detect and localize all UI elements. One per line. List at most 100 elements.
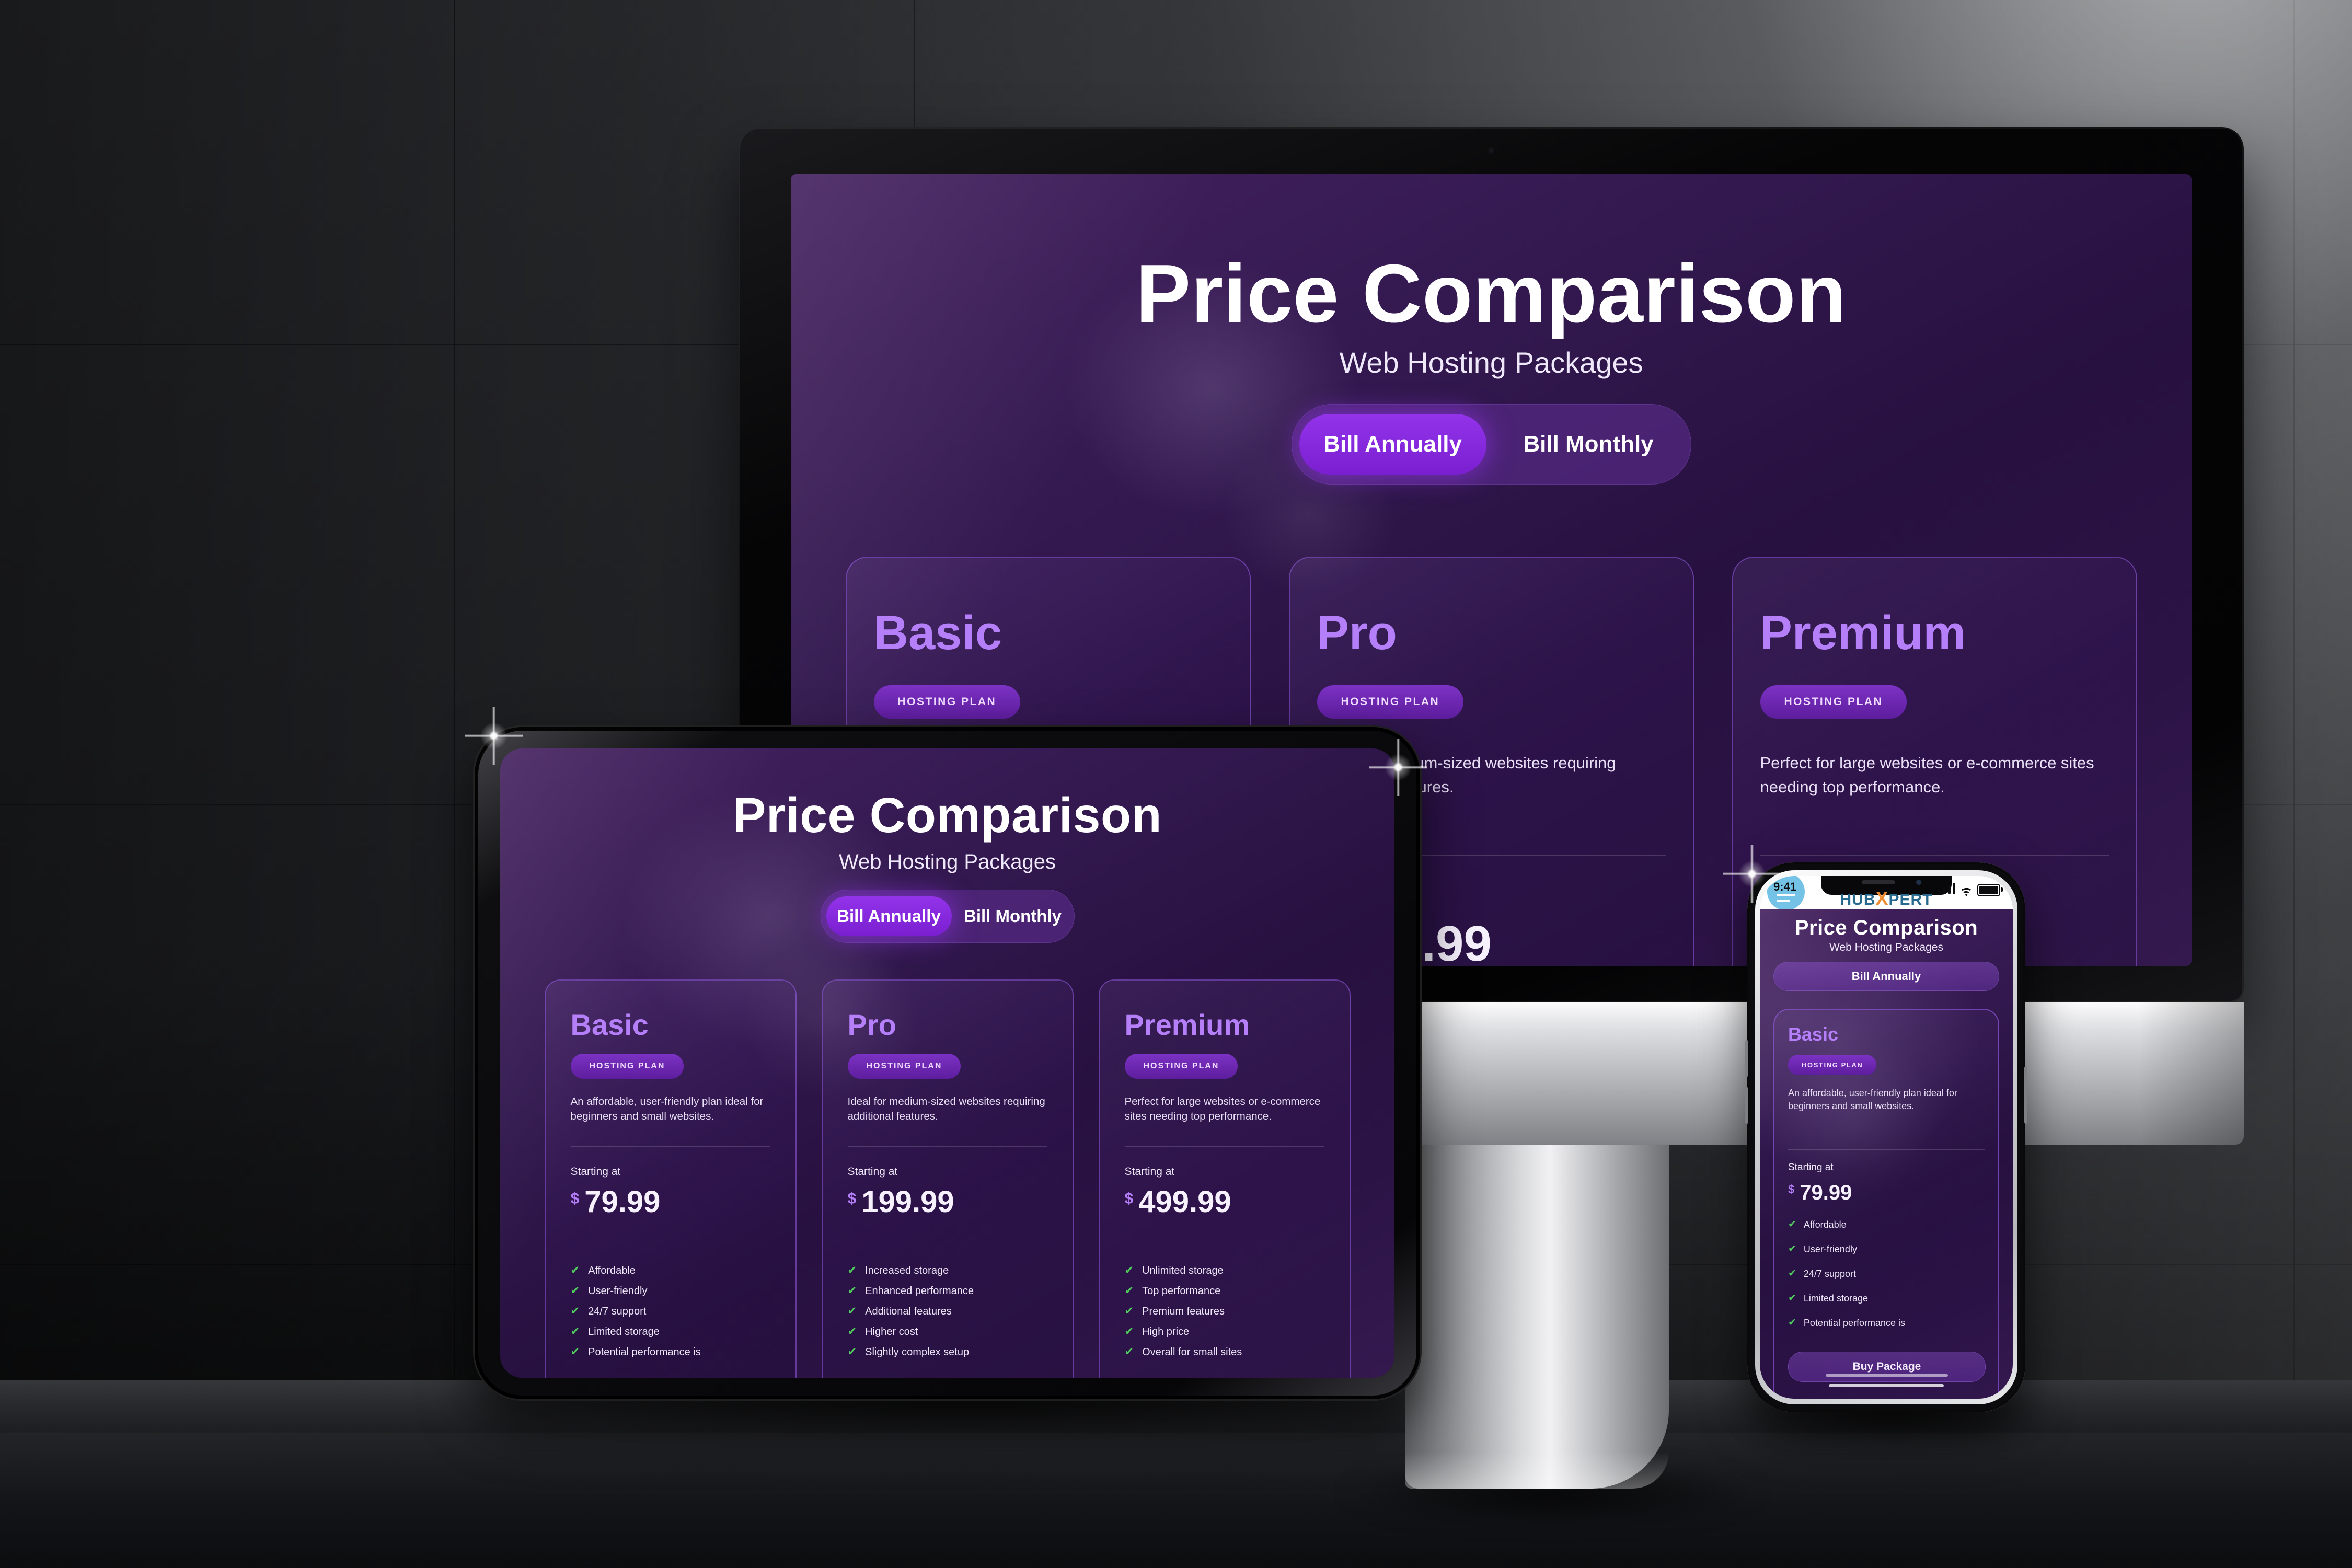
- speaker-icon: [1862, 880, 1895, 884]
- starting-at-label: Starting at: [847, 1166, 898, 1178]
- feature-item: ✔ Limited storage: [1788, 1293, 1985, 1304]
- plan-description: An affordable, user-friendly plan ideal …: [1788, 1088, 1957, 1111]
- plan-name: Premium: [1760, 606, 1966, 660]
- check-icon: ✔: [847, 1346, 857, 1358]
- feature-item: ✔ Slightly complex setup: [847, 1346, 1047, 1358]
- page-title: Price Comparison: [1135, 248, 1847, 340]
- feature-item: ✔ Higher cost: [847, 1325, 1047, 1338]
- plan-description: Perfect for large websites or e-commerce…: [1124, 1096, 1321, 1122]
- feature-label: Additional features: [865, 1306, 952, 1317]
- feature-label: Higher cost: [865, 1326, 918, 1338]
- feature-item: ✔ User-friendly: [1788, 1244, 1985, 1254]
- plan-card-basic: Basic HOSTING PLAN An affordable, user-f…: [544, 979, 797, 1378]
- page-subtitle: Web Hosting Packages: [1339, 346, 1643, 379]
- page-title: Price Comparison: [1794, 916, 1978, 939]
- plan-price: $79.99: [571, 1186, 770, 1218]
- feature-item: ✔ Enhanced performance: [847, 1285, 1047, 1297]
- hosting-plan-badge: HOSTING PLAN: [1760, 685, 1907, 719]
- tablet: Price Comparison Web Hosting Packages Bi…: [473, 725, 1422, 1401]
- plan-name: Pro: [847, 1008, 896, 1041]
- feature-label: Enhanced performance: [865, 1285, 974, 1297]
- brand-logo: HUBXPERT: [1760, 887, 2013, 909]
- feature-item: ✔ Increased storage: [848, 1265, 1047, 1276]
- hosting-plan-badge: HOSTING PLAN: [1124, 1054, 1238, 1079]
- plan-description: Ideal for medium-sized websites requirin…: [847, 1096, 1045, 1122]
- feature-item: ✔ High price: [1125, 1326, 1324, 1337]
- toggle-bill-monthly[interactable]: Bill Monthly: [964, 906, 1062, 926]
- check-icon: ✔: [847, 1305, 857, 1317]
- check-icon: ✔: [1124, 1285, 1134, 1297]
- price-value: 79.99: [584, 1185, 661, 1219]
- feature-item: ✔ Overall for small sites: [1125, 1346, 1324, 1358]
- logo-text: HUB: [1840, 891, 1876, 908]
- billing-toggle: Bill Annually Bill Monthly: [820, 890, 1075, 943]
- check-icon: ✔: [570, 1346, 580, 1358]
- starting-at-label: Starting at: [570, 1166, 621, 1178]
- battery-icon: [1977, 884, 2003, 896]
- check-icon: ✔: [570, 1325, 580, 1338]
- check-icon: ✔: [570, 1264, 580, 1276]
- plan-card-premium: Premium HOSTING PLAN Perfect for large w…: [1098, 979, 1351, 1378]
- plan-name: Pro: [1317, 606, 1397, 660]
- currency-symbol: $: [570, 1190, 580, 1207]
- monitor-stand: [1405, 1144, 1669, 1489]
- toggle-bill-annually[interactable]: Bill Annually: [826, 896, 952, 936]
- plan-card-basic: Basic HOSTING PLAN An affordable, user-f…: [1773, 1009, 1999, 1399]
- plan-name: Premium: [1124, 1008, 1250, 1041]
- page-subtitle: Web Hosting Packages: [838, 850, 1056, 873]
- feature-item: ✔ Limited storage: [570, 1325, 770, 1338]
- currency-symbol: $: [847, 1190, 857, 1207]
- hosting-plan-badge: HOSTING PLAN: [1788, 1055, 1877, 1075]
- feature-item: ✔ Additional features: [848, 1306, 1047, 1317]
- feature-label: Potential performance is: [1803, 1318, 1906, 1328]
- plan-name: Basic: [570, 1008, 649, 1041]
- feature-label: Potential performance is: [588, 1346, 701, 1358]
- feature-label: Slightly complex setup: [865, 1346, 970, 1358]
- check-icon: ✔: [847, 1325, 857, 1338]
- price-value: 499.99: [1138, 1185, 1231, 1219]
- divider: [1788, 1149, 1985, 1150]
- home-indicator[interactable]: [1829, 1384, 1944, 1387]
- feature-label: Increased storage: [865, 1265, 949, 1276]
- power-button: [2024, 1066, 2027, 1124]
- plan-name: Basic: [873, 606, 1002, 660]
- volume-button: [1745, 1040, 1748, 1077]
- toggle-bill-monthly[interactable]: Bill Monthly: [1523, 431, 1654, 457]
- price-value: 79.99: [1800, 1181, 1852, 1204]
- check-icon: ✔: [1124, 1264, 1134, 1276]
- divider: [847, 1146, 1047, 1147]
- buy-package-button[interactable]: Buy Package: [1788, 1352, 1986, 1382]
- toggle-bill-annually[interactable]: Bill Annually: [1773, 962, 1999, 991]
- plan-name: Basic: [1788, 1023, 1839, 1045]
- feature-label: User-friendly: [588, 1285, 648, 1297]
- feature-item: ✔ User-friendly: [570, 1285, 770, 1297]
- hosting-plan-badge: HOSTING PLAN: [873, 685, 1021, 719]
- camera-icon: [1916, 880, 1921, 885]
- check-icon: ✔: [570, 1285, 580, 1297]
- check-icon: ✔: [1788, 1268, 1796, 1279]
- feature-label: Top performance: [1142, 1285, 1221, 1297]
- plan-price: $79.99: [1788, 1180, 1985, 1205]
- divider: [1760, 855, 2109, 856]
- webcam-icon: [1488, 147, 1495, 154]
- feature-item: ✔ Potential performance is: [570, 1346, 770, 1358]
- billing-toggle: Bill Annually Bill Monthly: [1291, 404, 1691, 485]
- page-title: Price Comparison: [732, 788, 1162, 843]
- feature-label: 24/7 support: [1803, 1269, 1856, 1279]
- currency-symbol: $: [1124, 1190, 1134, 1207]
- phone-screen: 9:41 HUBXPERT Price Comparison Web Hosti…: [1760, 876, 2013, 1399]
- feature-label: Affordable: [1803, 1219, 1847, 1230]
- feature-list: ✔ Unlimited storage ✔ Top performance ✔ Pre…: [1125, 1265, 1324, 1357]
- button-underline: [1826, 1374, 1948, 1377]
- check-icon: ✔: [847, 1285, 857, 1297]
- check-icon: ✔: [1788, 1293, 1796, 1304]
- feature-item: ✔ Unlimited storage: [1125, 1265, 1324, 1276]
- check-icon: ✔: [1788, 1243, 1796, 1254]
- feature-list: ✔ Affordable ✔ User-friendly ✔ 24/7 support…: [571, 1265, 770, 1357]
- feature-label: Limited storage: [1803, 1293, 1868, 1304]
- feature-label: Overall for small sites: [1142, 1346, 1242, 1358]
- toggle-bill-annually[interactable]: Bill Annually: [1299, 414, 1486, 475]
- feature-label: Affordable: [588, 1265, 636, 1276]
- feature-item: ✔ 24/7 support: [571, 1306, 770, 1317]
- phone: 9:41 HUBXPERT Price Comparison Web Hosti…: [1745, 862, 2027, 1412]
